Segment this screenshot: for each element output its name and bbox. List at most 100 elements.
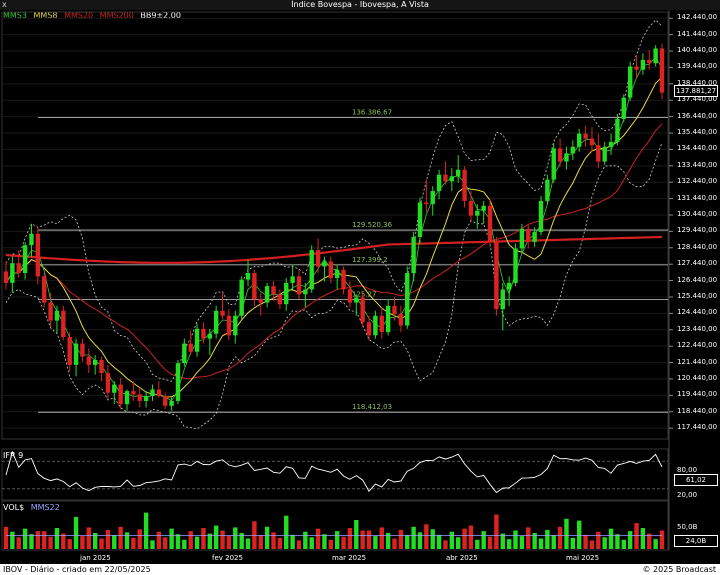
volume-bar — [220, 530, 225, 549]
volume-bar — [175, 534, 181, 549]
volume-tick-50: 50,0B — [677, 523, 698, 531]
candle-body — [500, 289, 505, 310]
volume-bar — [112, 535, 117, 549]
volume-bar — [73, 516, 79, 549]
level-label: 129.520,36 — [352, 221, 393, 229]
y-tick-label: 121.440,00 — [677, 357, 718, 366]
candle-body — [80, 343, 85, 357]
x-label-abr: abr 2025 — [446, 554, 478, 562]
volume-bar — [80, 536, 85, 549]
volume-bar — [647, 533, 652, 549]
volume-bar — [341, 536, 346, 549]
candle-body — [596, 145, 601, 162]
candle-body — [532, 232, 537, 242]
volume-bar — [354, 520, 359, 549]
candle-body — [328, 261, 334, 278]
candle-body — [213, 310, 219, 334]
volume-bar — [405, 535, 410, 549]
y-tick-label: 124.440,00 — [677, 308, 718, 317]
volume-bar — [436, 534, 442, 549]
candle-body — [506, 282, 512, 290]
candle-body — [398, 314, 404, 326]
chart-title: Índice Bovespa - Ibovespa, A Vista — [291, 0, 429, 9]
y-tick-label: 130.440,00 — [677, 210, 718, 218]
candle-body — [3, 271, 9, 283]
level-label: 118.412,03 — [352, 403, 392, 411]
candle-body — [194, 328, 200, 352]
volume-bar — [545, 529, 550, 549]
candle-body — [220, 310, 225, 316]
y-tick-label: 120.440,00 — [677, 373, 718, 382]
candle-body — [602, 146, 607, 162]
candle-body — [322, 261, 327, 267]
volume-bar — [653, 539, 658, 549]
volume-current-box: 24,0B — [674, 535, 718, 547]
candle-body — [513, 248, 518, 283]
candle-body — [430, 191, 435, 205]
volume-bar — [615, 534, 620, 549]
y-tick-label: 119.440,00 — [677, 390, 718, 399]
mms8-line — [5, 76, 663, 398]
candle-body — [354, 297, 359, 303]
candle-body — [61, 310, 66, 337]
candle-body — [131, 391, 136, 395]
volume-panel-frame — [1, 500, 669, 551]
rsi-panel-label: IFR 9 — [3, 451, 24, 460]
candle-body — [150, 389, 155, 397]
volume-bar — [570, 537, 576, 549]
legend-mms3: MMS3 — [3, 11, 27, 20]
legend-mms200: MMS200 — [99, 11, 134, 20]
candle-body — [640, 59, 646, 70]
close-icon[interactable]: x — [2, 0, 7, 9]
volume-bar — [284, 515, 289, 549]
volume-bar — [245, 538, 251, 549]
candle-body — [627, 66, 633, 98]
volume-bar — [481, 531, 486, 549]
candle-body — [564, 153, 569, 162]
candle-body — [424, 202, 429, 205]
candle-body — [112, 384, 117, 393]
y-tick-label: 117.440,00 — [677, 423, 718, 432]
candle-body — [182, 343, 187, 364]
candle-body — [137, 394, 142, 401]
candle-body — [557, 148, 563, 162]
candle-body — [258, 299, 263, 303]
volume-bar — [61, 533, 66, 549]
candle-body — [347, 289, 353, 303]
mms3-line — [5, 56, 663, 402]
candle-body — [468, 200, 474, 216]
volume-bar — [506, 539, 512, 549]
x-label-mai: mai 2025 — [566, 554, 600, 562]
y-tick-label: 140.440,00 — [677, 46, 718, 55]
volume-bar — [10, 531, 15, 549]
candle-body — [163, 396, 168, 406]
y-tick-label: 138.440,00 — [677, 78, 718, 87]
volume-bar — [347, 528, 353, 549]
y-tick-label: 128.440,00 — [677, 242, 718, 251]
candle-body — [334, 269, 340, 278]
volume-bar — [602, 537, 607, 549]
candle-body — [455, 169, 461, 177]
y-tick-label: 133.440,00 — [677, 160, 718, 169]
candle-body — [54, 310, 60, 321]
candle-body — [239, 279, 244, 316]
volume-bar — [334, 531, 340, 549]
volume-bar — [392, 538, 397, 549]
volume-bar — [194, 536, 200, 549]
candle-body — [545, 179, 550, 201]
volume-bar — [16, 537, 21, 549]
candle-body — [538, 200, 544, 233]
volume-bar — [29, 534, 34, 549]
candle-body — [233, 315, 238, 336]
bollinger-upper — [5, 19, 663, 382]
volume-bar — [277, 537, 283, 549]
x-label-mar: mar 2025 — [332, 554, 367, 562]
volume-bar — [163, 537, 168, 549]
volume-bar — [35, 531, 41, 549]
y-tick-label: 141.440,00 — [677, 29, 718, 38]
volume-bar — [182, 539, 187, 549]
volume-bar — [296, 540, 302, 549]
price-panel-frame — [1, 11, 669, 440]
candle-body — [124, 391, 130, 405]
